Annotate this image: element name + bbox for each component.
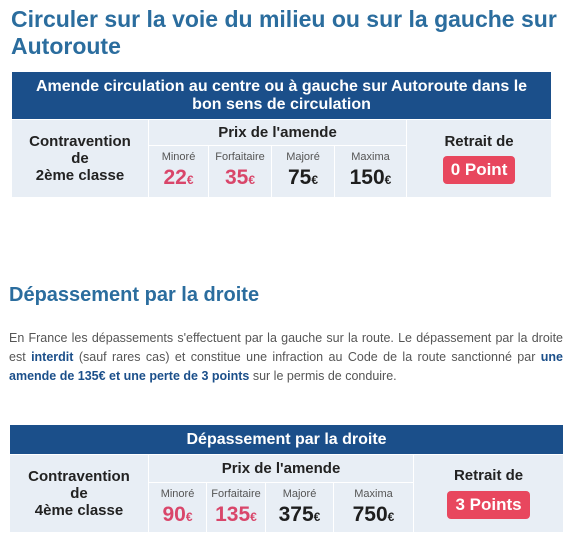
price-header: Prix de l'amende [148,454,414,483]
price-header: Prix de l'amende [148,119,407,146]
table-header: Dépassement par la droite [8,424,565,455]
contravention-class: Contravention de 2ème classe [11,119,149,198]
points-cell: Retrait de 0 Point [405,119,553,198]
retrait-label: Retrait de [453,467,524,484]
retrait-label: Retrait de [444,133,514,150]
amount-forfaitaire: 35 [224,166,249,189]
fine-maxima: Maxima 150€ [334,145,407,198]
fine-majore: Majoré 375€ [265,482,334,533]
fine-forfaitaire: Forfaitaire 35€ [208,145,272,198]
table-header: Amende circulation au centre ou à gauche… [10,71,553,120]
body-paragraph: En France les dépassements s'effectuent … [9,331,563,383]
fine-majore: Majoré 75€ [271,145,335,198]
fine-table-depassement: Dépassement par la droite Contravention … [8,424,565,533]
points-cell: Retrait de 3 Points [412,454,565,533]
fine-forfaitaire: Forfaitaire 135€ [206,482,266,533]
fine-minore: Minoré 22€ [148,145,209,198]
amount-majore: 75 [287,166,312,189]
keyword-interdit: interdit [31,350,74,364]
amount-minore: 90 [162,503,186,526]
fine-minore: Minoré 90€ [148,482,207,533]
points-badge: 3 Points [447,491,530,519]
amount-forfaitaire: 135 [215,503,251,526]
fine-table-autoroute: Amende circulation au centre ou à gauche… [10,71,553,198]
page-title: Circuler sur la voie du milieu ou sur la… [11,6,557,59]
fine-maxima: Maxima 750€ [333,482,414,533]
keyword-penalty: une amende de 135€ et une perte de 3 poi… [9,350,563,383]
contravention-class: Contravention de 4ème classe [9,454,149,533]
amount-minore: 22 [163,166,187,189]
amount-majore: 375 [278,503,314,526]
points-badge: 0 Point [442,156,516,184]
amount-maxima: 750 [352,503,388,526]
amount-maxima: 150 [349,166,385,189]
section-title: Dépassement par la droite [9,284,260,306]
